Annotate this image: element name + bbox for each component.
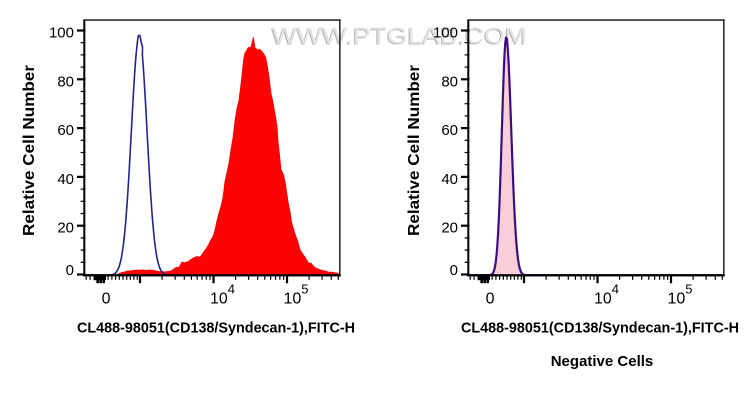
svg-text:Relative Cell Number: Relative Cell Number: [406, 65, 423, 236]
svg-text:80: 80: [57, 73, 74, 90]
svg-text:0: 0: [486, 291, 495, 308]
svg-text:0: 0: [66, 262, 74, 279]
svg-text:WWW.PTGLAB.COM: WWW.PTGLAB.COM: [272, 22, 527, 48]
svg-text:60: 60: [57, 122, 74, 139]
svg-text:40: 40: [441, 171, 458, 188]
svg-text:20: 20: [57, 220, 74, 237]
svg-text:80: 80: [441, 73, 458, 90]
svg-text:60: 60: [441, 122, 458, 139]
svg-text:WWW.PTGLAB.COM: WWW.PTGLAB.COM: [271, 24, 526, 50]
svg-text:CL488-98051(CD138/Syndecan-1),: CL488-98051(CD138/Syndecan-1),FITC-H: [77, 320, 355, 337]
svg-text:0: 0: [450, 262, 458, 279]
svg-text:100: 100: [49, 25, 74, 42]
svg-text:0: 0: [102, 291, 111, 308]
svg-text:20: 20: [441, 220, 458, 237]
svg-text:CL488-98051(CD138/Syndecan-1),: CL488-98051(CD138/Syndecan-1),FITC-H: [461, 320, 739, 337]
svg-text:Relative Cell Number: Relative Cell Number: [21, 65, 38, 236]
svg-text:Negative Cells: Negative Cells: [551, 353, 654, 370]
svg-text:100: 100: [433, 25, 458, 42]
svg-text:40: 40: [57, 171, 74, 188]
